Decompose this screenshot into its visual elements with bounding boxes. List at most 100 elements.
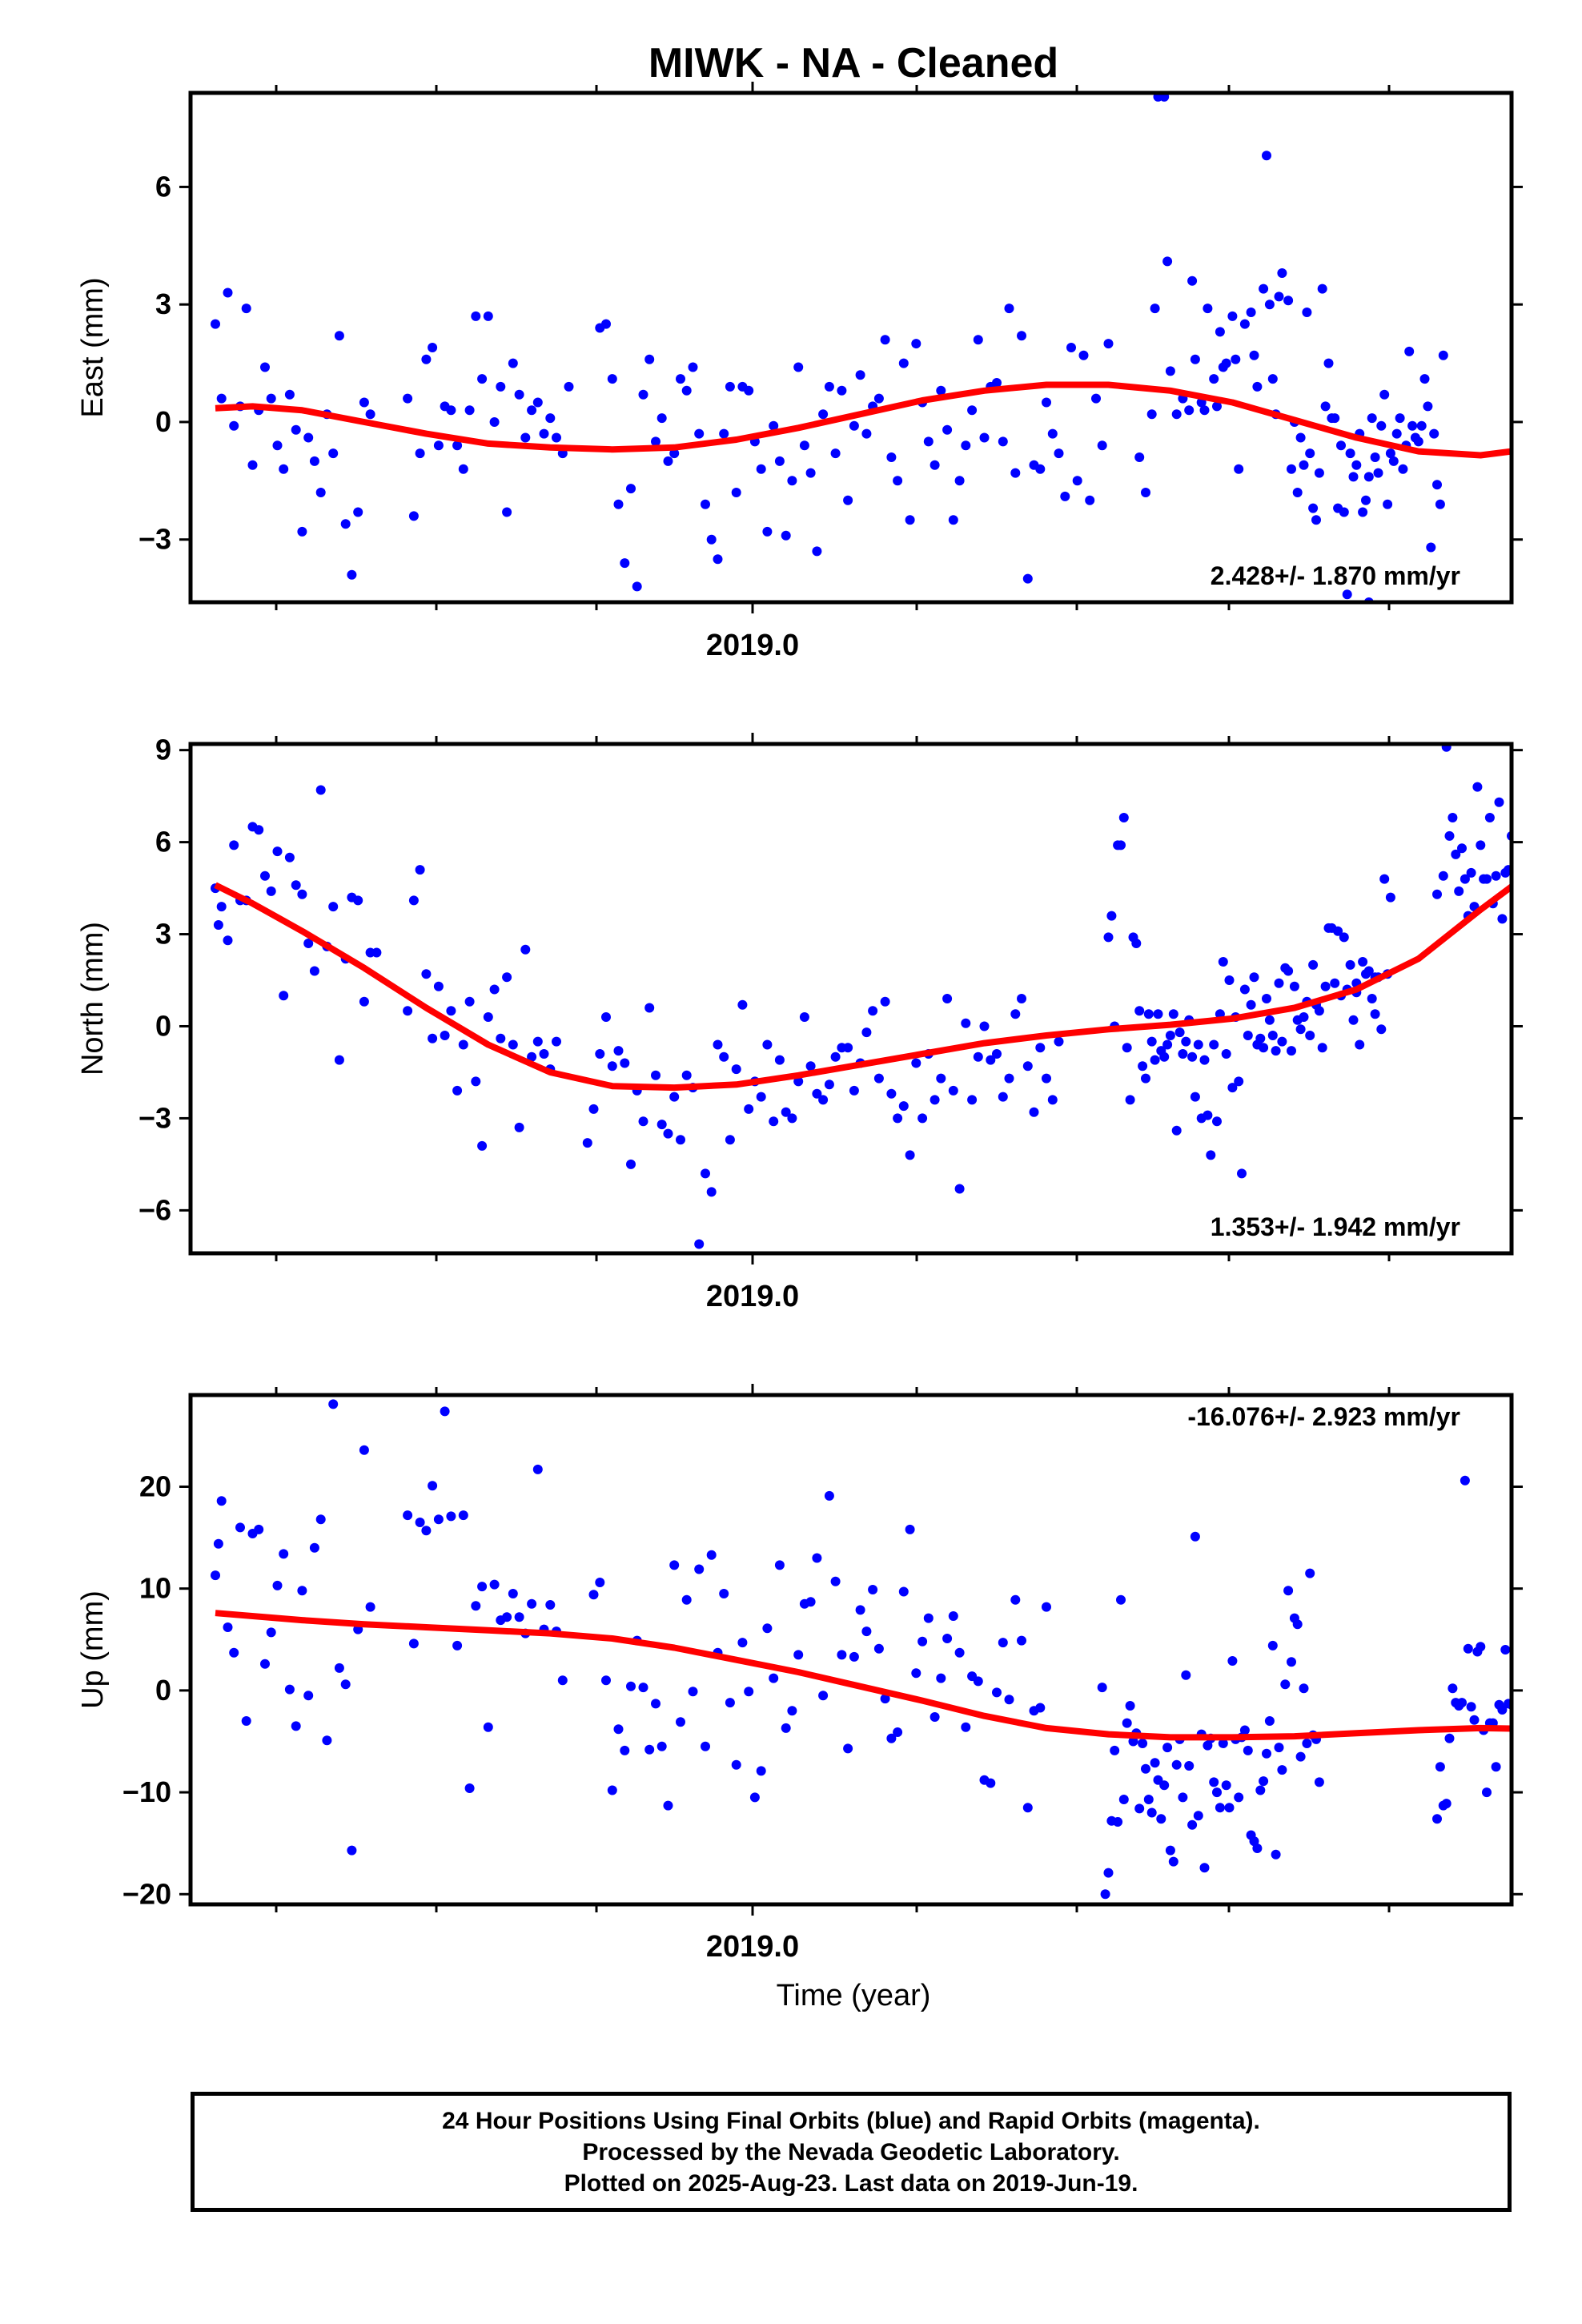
data-point <box>1314 468 1324 478</box>
data-point <box>681 385 692 396</box>
data-point <box>582 1138 592 1148</box>
data-point <box>961 440 971 451</box>
y-axis-label: Up (mm) <box>76 1590 110 1709</box>
trend-line <box>215 1610 1512 1741</box>
data-point <box>1283 966 1294 976</box>
data-point <box>1289 981 1299 991</box>
data-point <box>433 981 444 991</box>
data-point <box>973 1051 983 1062</box>
data-point <box>1262 151 1271 161</box>
data-point <box>514 1122 524 1132</box>
data-point <box>973 1676 983 1687</box>
data-point <box>1146 1807 1157 1818</box>
data-point <box>1141 1763 1150 1774</box>
data-point <box>737 999 748 1010</box>
data-point <box>1476 840 1486 850</box>
data-point <box>1407 420 1418 431</box>
data-point <box>613 499 624 509</box>
data-point <box>613 1046 624 1056</box>
data-point <box>1239 1725 1250 1735</box>
data-point <box>1118 1795 1129 1804</box>
data-point <box>749 1792 760 1803</box>
data-point <box>557 1675 568 1686</box>
data-point <box>322 1735 332 1746</box>
data-point <box>1091 393 1101 404</box>
data-point <box>676 1717 685 1727</box>
data-point <box>1017 331 1026 341</box>
data-point <box>1203 1110 1213 1120</box>
data-point <box>1277 1036 1287 1047</box>
data-point <box>651 1699 661 1709</box>
data-point <box>1497 914 1508 924</box>
data-point <box>477 1582 488 1592</box>
data-point <box>880 996 890 1007</box>
data-point <box>440 1031 450 1040</box>
data-point <box>1212 1787 1222 1798</box>
data-point <box>1181 1670 1191 1680</box>
data-point <box>954 476 965 486</box>
data-point <box>514 1612 524 1622</box>
data-point <box>986 1778 996 1788</box>
data-point <box>1224 1803 1235 1813</box>
data-point <box>1004 304 1014 314</box>
data-point <box>936 1673 946 1683</box>
caption-line-2: Processed by the Nevada Geodetic Laborat… <box>582 2138 1120 2165</box>
data-point <box>408 1638 419 1649</box>
y-tick-label: 6 <box>155 170 171 203</box>
data-point <box>334 1055 344 1065</box>
data-point <box>1178 1049 1188 1059</box>
data-point <box>781 1107 791 1117</box>
data-point <box>1116 1594 1126 1605</box>
data-point <box>1249 350 1259 360</box>
data-point <box>905 1524 915 1534</box>
data-point <box>1398 464 1408 474</box>
data-point <box>595 1578 605 1587</box>
data-point <box>1224 975 1235 985</box>
data-point <box>1308 503 1319 513</box>
data-point <box>527 405 537 416</box>
data-point <box>669 1092 680 1102</box>
data-point <box>905 1150 915 1160</box>
data-point <box>1476 1642 1486 1652</box>
data-point <box>725 1698 735 1708</box>
data-point <box>607 1061 617 1072</box>
data-point <box>1385 448 1395 459</box>
data-point <box>1259 1043 1269 1053</box>
data-point <box>1234 464 1244 474</box>
data-point <box>1146 409 1157 420</box>
data-point <box>898 1101 909 1112</box>
data-point <box>849 1085 859 1096</box>
data-point <box>1482 874 1492 884</box>
data-point <box>992 378 1002 388</box>
data-point <box>688 362 698 372</box>
y-tick-label: 10 <box>139 1572 171 1605</box>
data-point <box>1271 1849 1281 1860</box>
data-point <box>855 1605 865 1615</box>
data-point <box>744 1687 754 1697</box>
data-point <box>1416 420 1427 431</box>
data-point <box>769 1116 779 1127</box>
data-point <box>359 397 369 408</box>
data-point <box>527 1051 537 1062</box>
data-point <box>1042 397 1051 408</box>
data-point <box>1435 499 1445 509</box>
data-point <box>1491 870 1501 881</box>
data-point <box>266 886 276 896</box>
data-point <box>1122 1718 1132 1728</box>
data-point <box>1497 1705 1508 1715</box>
data-point <box>489 417 500 427</box>
data-point <box>774 1560 785 1570</box>
data-point <box>309 456 319 466</box>
data-point <box>1435 1762 1445 1772</box>
data-point <box>762 1623 773 1634</box>
data-point <box>1447 813 1458 822</box>
data-point <box>886 1088 897 1099</box>
data-point <box>1159 93 1170 102</box>
rate-label: 1.353+/- 1.942 mm/yr <box>1211 1212 1460 1241</box>
data-point <box>607 374 617 384</box>
data-point <box>1187 275 1198 286</box>
data-point <box>1097 440 1107 451</box>
data-point <box>1171 1759 1182 1770</box>
y-tick-label: 0 <box>155 1009 171 1042</box>
data-point <box>1432 1814 1442 1824</box>
